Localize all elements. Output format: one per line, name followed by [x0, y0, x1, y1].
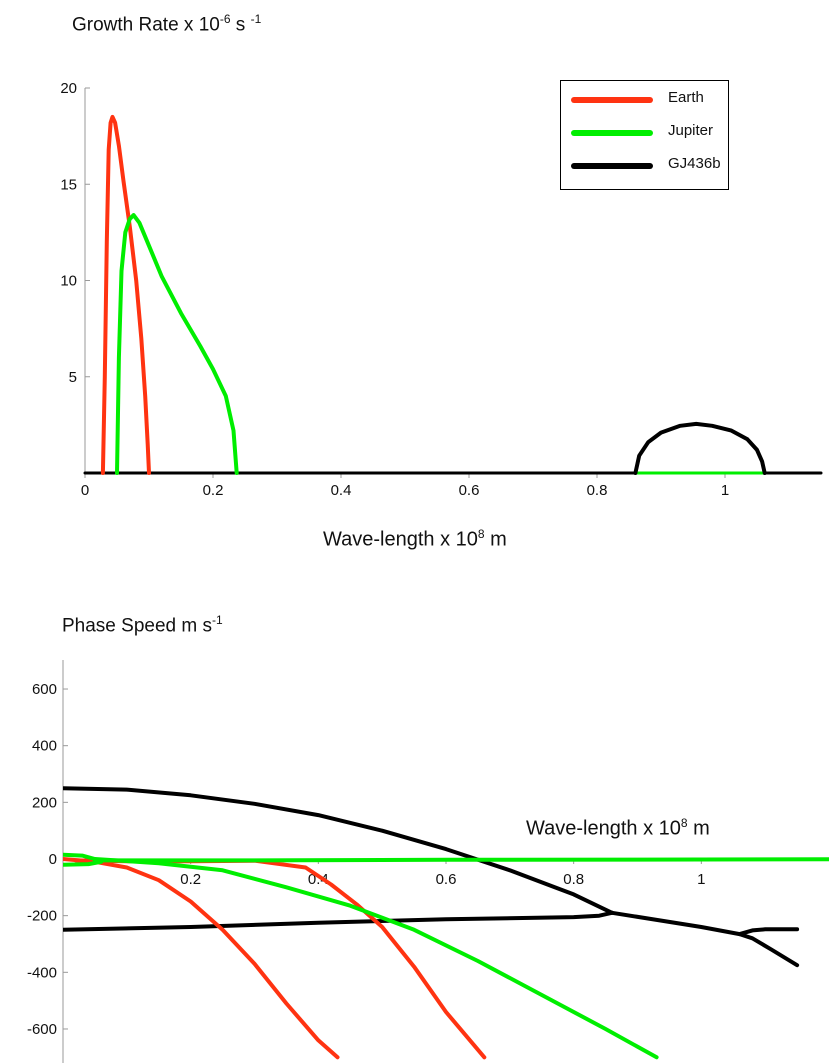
x-tick-label: 1 [697, 871, 705, 888]
legend-swatch-earth [571, 97, 653, 103]
phase-speed-curve-2 [610, 910, 800, 968]
x-tick-label: 0 [81, 482, 89, 499]
legend-swatch-gj436b [571, 163, 653, 169]
legend-label-jupiter: Jupiter [668, 122, 714, 139]
phase-speed-curve-3 [737, 927, 800, 937]
y-tick-label: 600 [32, 681, 57, 698]
y-tick-label: -600 [27, 1021, 57, 1038]
phase-speed-curve-8 [92, 857, 829, 863]
phase-speed-title: Phase Speed m s-1 [62, 613, 223, 637]
y-tick-label: 0 [49, 851, 57, 868]
phase-speed-curve-4 [63, 857, 340, 1060]
y-tick-label: -200 [27, 908, 57, 925]
top-x-axis-title: Wave-length x 108 m [323, 527, 507, 551]
y-tick-label: 10 [60, 273, 77, 290]
legend: Earth Jupiter GJ436b [560, 80, 729, 190]
y-tick-label: 15 [60, 176, 77, 193]
series-line-gj436b [633, 421, 767, 475]
x-tick-label: 0.4 [331, 482, 352, 499]
series-line-jupiter [115, 213, 239, 475]
phase-speed-curve-1 [63, 910, 614, 932]
legend-swatch-jupiter [571, 130, 653, 136]
phase-speed-curve-5 [73, 858, 487, 1060]
growth-rate-title: Growth Rate x 10-6 s -1 [72, 12, 262, 36]
growth-rate-chart: 5 10 15 20 0 0.2 0.4 0.6 0.8 1 [60, 80, 823, 499]
phase-speed-curve-7 [92, 857, 659, 1060]
x-tick-label: 0.8 [587, 482, 608, 499]
legend-label-earth: Earth [668, 89, 704, 106]
legend-label-gj436b: GJ436b [668, 155, 721, 172]
x-tick-label: 1 [721, 482, 729, 499]
x-tick-label: 0.6 [459, 482, 480, 499]
phase-speed-curve-0 [63, 786, 614, 915]
x-tick-label: 0.8 [563, 871, 584, 888]
x-tick-label: 0.4 [308, 871, 329, 888]
y-tick-label: -400 [27, 964, 57, 981]
x-tick-label: 0.2 [203, 482, 224, 499]
y-tick-label: 200 [32, 794, 57, 811]
y-tick-label: 5 [69, 369, 77, 386]
y-tick-label: 20 [60, 80, 77, 97]
x-tick-label: 0.6 [436, 871, 457, 888]
series-line-earth [100, 114, 151, 475]
bottom-x-axis-title: Wave-length x 108 m [526, 816, 710, 840]
x-tick-label: 0.2 [180, 871, 201, 888]
y-tick-label: 400 [32, 738, 57, 755]
